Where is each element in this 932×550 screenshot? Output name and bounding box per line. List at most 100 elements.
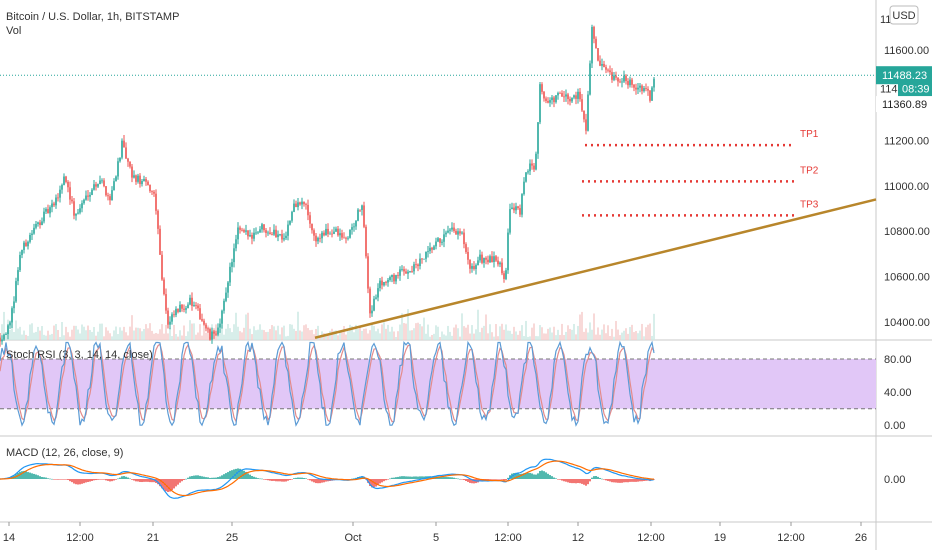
volume-bar <box>23 330 25 340</box>
candle-body <box>31 233 33 235</box>
low-price-label: 11360.89 <box>882 99 927 111</box>
volume-bar <box>105 327 107 340</box>
macd-histogram-bar <box>37 475 39 479</box>
stoch-rsi-axis[interactable]: 80.00 40.00 0.00 <box>884 354 912 432</box>
candle-body <box>191 297 193 306</box>
macd-histogram-bar <box>489 479 491 480</box>
macd-histogram-bar <box>603 479 605 480</box>
volume-bar <box>113 330 115 340</box>
macd-histogram-bar <box>615 479 617 483</box>
volume-bar <box>471 325 473 340</box>
candle-body <box>3 334 5 340</box>
volume-bar <box>265 332 267 340</box>
volume-bar <box>239 331 241 340</box>
volume-bar <box>509 330 511 340</box>
candle-body <box>581 99 583 111</box>
volume-bar <box>73 325 75 340</box>
candle-body <box>353 226 355 228</box>
candle-body <box>439 238 441 243</box>
macd-axis[interactable]: 0.00 <box>884 474 905 486</box>
macd-histogram-bar <box>605 479 607 481</box>
macd-histogram-bar <box>47 478 49 479</box>
volume-bar <box>369 330 371 340</box>
countdown-badge <box>898 80 932 98</box>
macd-histogram-bar <box>323 479 325 483</box>
macd-histogram-bar <box>503 479 505 481</box>
candle-body <box>23 242 25 250</box>
volume-bar <box>47 330 49 340</box>
time-axis[interactable]: 14 12:00 21 25 Oct 5 12:00 12 12:00 19 12:00 26 <box>3 522 867 544</box>
candle-body <box>49 207 51 214</box>
volume-bar <box>469 333 471 340</box>
volume-bar <box>307 328 309 340</box>
macd-histogram-bar <box>623 479 625 483</box>
volume-bar <box>399 324 401 340</box>
stoch-rsi-k-line <box>0 340 655 427</box>
candle-body <box>87 195 89 197</box>
volume-bar <box>65 326 67 340</box>
candle-body <box>163 279 165 295</box>
macd-histogram-bar <box>403 476 405 479</box>
candle-body <box>195 305 197 306</box>
macd-histogram-bar <box>51 478 53 480</box>
candle-body <box>171 314 173 322</box>
candle-body <box>521 194 523 215</box>
macd-histogram-bar <box>513 473 515 479</box>
candle-body <box>479 254 481 261</box>
volume-bar <box>617 329 619 340</box>
candle-body <box>265 230 267 233</box>
price-pane[interactable]: TP1 TP2 TP3 <box>0 24 877 347</box>
volume-bar <box>287 335 289 340</box>
macd-histogram-bar <box>375 479 377 487</box>
candle-body <box>27 241 29 247</box>
volume-bar <box>315 328 317 340</box>
volume-bar <box>461 313 463 340</box>
macd-histogram-bar <box>249 474 251 479</box>
volume-bar <box>579 314 581 340</box>
candle-body <box>449 229 451 231</box>
candle-body <box>147 181 149 185</box>
candle-body <box>255 232 257 234</box>
trendline[interactable] <box>314 198 877 339</box>
take-profit-levels[interactable]: TP1 TP2 TP3 <box>582 129 819 217</box>
macd-histogram-bar <box>81 479 83 484</box>
macd-histogram-bar <box>487 479 489 481</box>
volume-bar <box>623 330 625 340</box>
macd-pane[interactable]: MACD (12, 26, close, 9) <box>0 447 655 499</box>
price-axis[interactable]: 11600.00 11200.00 11000.00 10800.00 10600.00… <box>876 14 932 329</box>
volume-bar <box>401 313 403 340</box>
volume-bar <box>131 315 133 340</box>
macd-histogram-bar <box>505 479 507 481</box>
volume-bar <box>75 325 77 340</box>
volume-bar <box>191 323 193 340</box>
candle-body <box>383 282 385 286</box>
currency-button-label[interactable]: USD <box>892 10 915 22</box>
stoch-rsi-pane[interactable]: Stoch RSI (3, 3, 14, 14, close) <box>0 340 876 427</box>
candle-body <box>411 271 413 272</box>
volume-bar <box>529 336 531 340</box>
volume-bar <box>493 336 495 340</box>
candle-body <box>201 319 203 321</box>
volume-bar <box>43 334 45 340</box>
candle-body <box>65 176 67 182</box>
macd-histogram-bar <box>139 479 141 482</box>
currency-button[interactable]: USD <box>889 5 919 25</box>
macd-histogram-bar <box>599 477 601 479</box>
candle-body <box>391 274 393 278</box>
volume-bar <box>119 327 121 340</box>
time-tick-label: 25 <box>226 532 238 544</box>
volume-bar <box>181 335 183 340</box>
macd-histogram-bar <box>461 479 463 480</box>
volume-bar <box>313 334 315 340</box>
candle-body <box>159 228 161 255</box>
volume-bar <box>499 326 501 340</box>
volume-bar <box>127 335 129 340</box>
candle-body <box>323 232 325 236</box>
candle-body <box>261 224 263 230</box>
volume-bar <box>253 326 255 340</box>
candle-body <box>463 232 465 245</box>
candle-body <box>133 175 135 178</box>
candle-body <box>327 228 329 235</box>
candle-body <box>389 277 391 280</box>
